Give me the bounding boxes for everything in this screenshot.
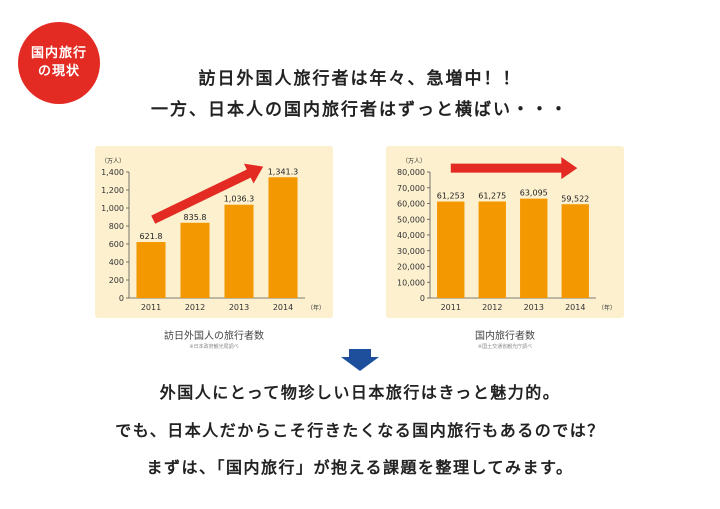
y-tick-label: 800 bbox=[109, 222, 124, 231]
bar-value-label: 61,275 bbox=[478, 191, 506, 200]
badge-line-1: 国内旅行 bbox=[30, 46, 87, 61]
y-tick-label: 400 bbox=[109, 258, 124, 267]
bar bbox=[478, 201, 506, 298]
body-line-1: 外国人にとって物珍しい日本旅行はきっと魅力的。 bbox=[159, 383, 561, 402]
x-tick-label: 2014 bbox=[273, 303, 293, 312]
y-tick-label: 60,000 bbox=[397, 200, 425, 209]
y-unit-label: （万人） bbox=[101, 158, 125, 165]
y-tick-label: 1,400 bbox=[101, 168, 124, 177]
bar-value-label: 59,522 bbox=[561, 194, 589, 203]
x-tick-label: 2013 bbox=[229, 303, 249, 312]
y-tick-label: 0 bbox=[119, 294, 124, 303]
chart-foreign-visitors: （万人） 0 200 400 600 800 1,000 1,200 1,400 621.8 201… bbox=[101, 158, 325, 312]
chart-caption-domestic: 国内旅行者数 bbox=[475, 331, 535, 342]
chart-source-domestic: ※国土交通省観光庁調べ bbox=[477, 344, 533, 350]
y-tick-label: 80,000 bbox=[397, 168, 425, 177]
badge-line-2: の現状 bbox=[37, 64, 80, 79]
bar bbox=[520, 198, 548, 298]
x-unit-label: （年） bbox=[307, 304, 325, 312]
chart-source-foreign: ※日本政府観光局調べ bbox=[189, 344, 239, 350]
y-tick-label: 30,000 bbox=[397, 247, 425, 256]
section-badge: 国内旅行 の現状 bbox=[18, 22, 100, 104]
body-line-2: でも、日本人だからこそ行きたくなる国内旅行もあるのでは？ bbox=[115, 421, 605, 440]
bar-value-label: 1,341.3 bbox=[268, 167, 299, 176]
bar bbox=[136, 242, 166, 298]
bar bbox=[268, 177, 298, 298]
y-tick-label: 70,000 bbox=[397, 184, 425, 193]
x-tick-label: 2013 bbox=[524, 303, 544, 312]
bar-value-label: 1,036.3 bbox=[224, 195, 255, 204]
x-unit-label: （年） bbox=[598, 304, 616, 312]
x-tick-label: 2014 bbox=[565, 303, 585, 312]
bar bbox=[561, 204, 589, 298]
body-line-3: まずは、「国内旅行」が抱える課題を整理してみます。 bbox=[146, 458, 574, 477]
y-tick-label: 10,000 bbox=[397, 278, 425, 287]
chart-panel-foreign: （万人） 0 200 400 600 800 1,000 1,200 1,400 621.8 201… bbox=[95, 146, 333, 318]
y-tick-label: 1,000 bbox=[101, 204, 124, 213]
x-tick-label: 2011 bbox=[141, 303, 161, 312]
chart-caption-foreign: 訪日外国人の旅行者数 bbox=[164, 331, 264, 342]
bar-value-label: 621.8 bbox=[140, 232, 163, 241]
x-tick-label: 2012 bbox=[482, 303, 502, 312]
bar-value-label: 61,253 bbox=[437, 192, 465, 201]
bar bbox=[437, 201, 465, 298]
y-tick-label: 50,000 bbox=[397, 215, 425, 224]
y-unit-label: （万人） bbox=[402, 158, 426, 165]
y-tick-label: 1,200 bbox=[101, 186, 124, 195]
trend-arrow-flat-icon bbox=[450, 157, 578, 180]
chart-domestic-travelers: （万人） 0 10,000 20,000 30,000 40,000 50,000 60,00… bbox=[397, 157, 616, 312]
bar bbox=[180, 222, 210, 298]
bar-value-label: 63,095 bbox=[520, 189, 548, 198]
headline-line-1: 訪日外国人旅行者は年々、急増中！！ bbox=[198, 69, 522, 89]
y-tick-label: 200 bbox=[109, 276, 124, 285]
x-tick-label: 2012 bbox=[185, 303, 205, 312]
chart-panel-domestic: （万人） 0 10,000 20,000 30,000 40,000 50,000 60,00… bbox=[386, 146, 624, 318]
headline-line-2: 一方、日本人の国内旅行者はずっと横ばい・・・ bbox=[151, 100, 569, 120]
trend-arrow-up-icon bbox=[151, 163, 264, 224]
y-tick-label: 20,000 bbox=[397, 263, 425, 272]
bar-value-label: 835.8 bbox=[184, 213, 207, 222]
y-tick-label: 600 bbox=[109, 240, 124, 249]
down-arrow-icon bbox=[341, 349, 379, 371]
x-tick-label: 2011 bbox=[441, 303, 461, 312]
bar bbox=[224, 204, 254, 298]
y-tick-label: 0 bbox=[420, 294, 425, 303]
y-tick-label: 40,000 bbox=[397, 231, 425, 240]
